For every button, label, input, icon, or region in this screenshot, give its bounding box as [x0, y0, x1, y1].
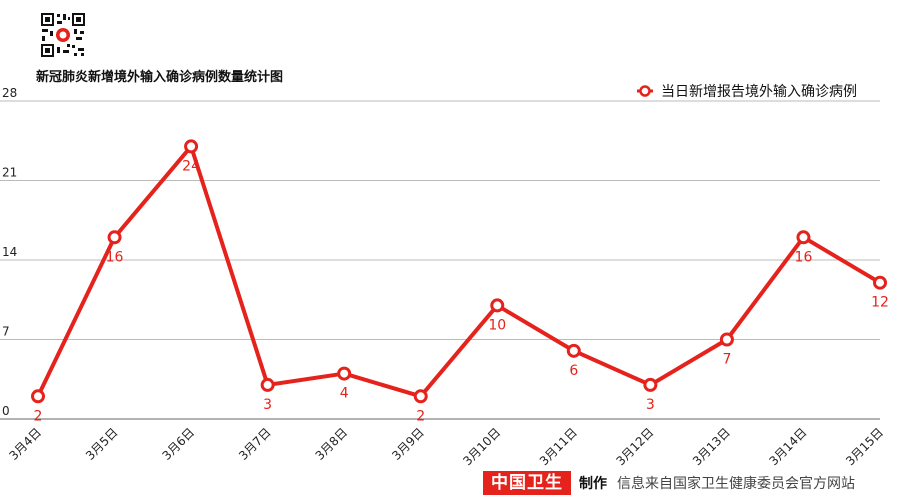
x-tick-label: 3月13日 [690, 425, 733, 468]
data-label: 16 [106, 249, 124, 265]
y-tick-label: 7 [2, 325, 10, 339]
y-tick-label: 21 [2, 166, 17, 180]
y-tick-label: 14 [2, 245, 17, 259]
data-point [260, 377, 275, 392]
x-tick-label: 3月9日 [389, 425, 427, 463]
x-tick-label: 3月10日 [460, 425, 503, 468]
data-point [413, 389, 428, 404]
x-tick-label: 3月5日 [83, 425, 121, 463]
data-label: 16 [795, 249, 813, 265]
legend-label: 当日新增报告境外输入确诊病例 [661, 84, 857, 100]
x-axis-ticks: 3月4日 3月5日 3月6日 3月7日 3月8日 3月9日 3月10日 3月11日 3月12日 3… [6, 425, 886, 468]
data-point [184, 139, 199, 154]
grid-lines [0, 100, 880, 420]
footer-source: 信息来自国家卫生健康委员会官方网站 [617, 476, 855, 492]
data-label: 10 [488, 317, 506, 333]
legend: 当日新增报告境外输入确诊病例 [637, 84, 857, 100]
footer: 中国卫生 制作 信息来自国家卫生健康委员会官方网站 [483, 470, 855, 496]
footer-made-by: 制作 [579, 476, 607, 492]
x-tick-label: 3月7日 [236, 425, 274, 463]
data-label: 12 [871, 295, 889, 311]
x-tick-label: 3月14日 [767, 425, 810, 468]
data-label: 6 [569, 363, 578, 379]
x-tick-label: 3月12日 [613, 425, 656, 468]
data-point [873, 275, 887, 290]
data-label: 2 [34, 408, 43, 424]
x-tick-label: 3月4日 [6, 425, 44, 463]
x-tick-label: 3月6日 [160, 425, 198, 463]
y-axis-ticks: 0 7 14 21 28 [2, 86, 17, 418]
data-point [566, 343, 581, 358]
footer-brand: 中国卫生 [483, 471, 571, 495]
data-label: 24 [182, 158, 200, 174]
chart-title: 新冠肺炎新增境外输入确诊病例数量统计图 [36, 70, 284, 85]
x-tick-label: 3月8日 [313, 425, 351, 463]
data-label: 7 [722, 352, 731, 368]
data-labels: 2 16 24 3 4 2 10 6 3 7 16 12 [34, 158, 889, 424]
data-label: 3 [646, 397, 655, 413]
data-point [31, 389, 45, 404]
x-tick-label: 3月15日 [843, 425, 886, 468]
data-points [31, 139, 887, 404]
data-point [107, 230, 122, 245]
data-point [643, 377, 658, 392]
y-tick-label: 28 [2, 86, 17, 100]
data-label: 4 [340, 386, 349, 402]
data-label: 3 [263, 397, 272, 413]
data-point [490, 298, 505, 313]
data-point [337, 366, 352, 381]
legend-marker-icon [639, 85, 651, 97]
data-label: 2 [416, 408, 425, 424]
data-point [719, 332, 734, 347]
qr-code-icon [40, 12, 86, 58]
x-tick-label: 3月11日 [537, 425, 580, 468]
y-tick-label: 0 [2, 404, 10, 418]
data-point [796, 230, 811, 245]
series-line [36, 144, 882, 399]
